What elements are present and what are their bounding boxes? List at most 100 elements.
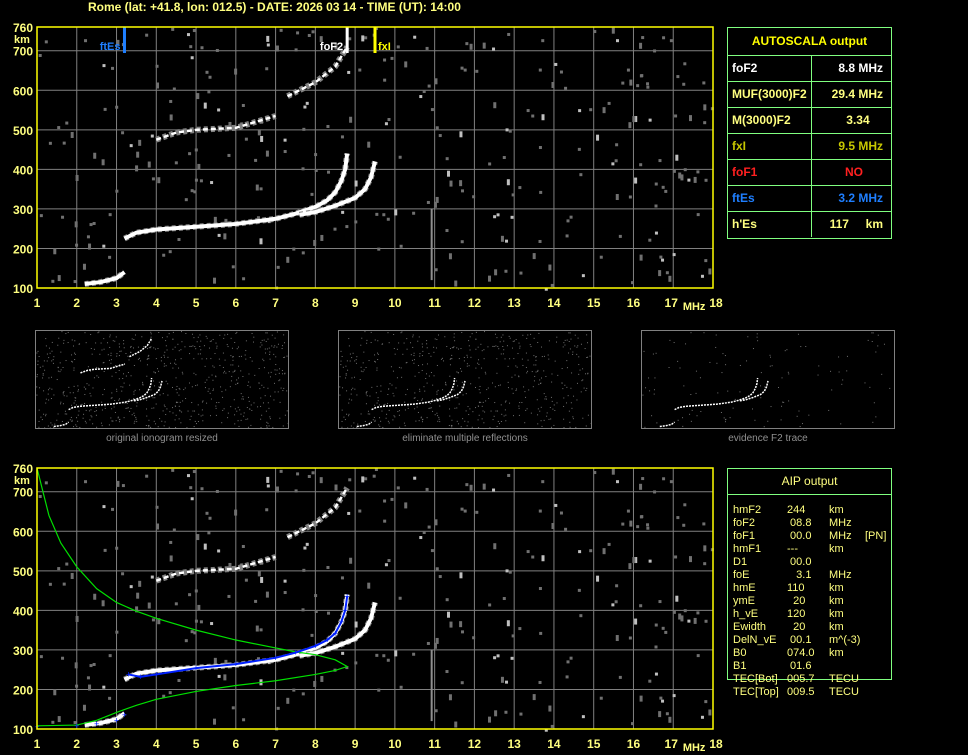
thumbnail-noise bbox=[518, 375, 520, 377]
noise-echo bbox=[75, 174, 79, 181]
noise-echo bbox=[70, 572, 74, 579]
thumbnail-noise bbox=[727, 390, 729, 392]
noise-echo bbox=[648, 679, 652, 683]
echo-trace-shadow bbox=[286, 45, 350, 99]
thumbnail-noise bbox=[757, 340, 759, 342]
thumbnail-noise bbox=[208, 388, 210, 390]
param-value: 8.8 MHz bbox=[838, 61, 883, 75]
thumbnail-noise bbox=[212, 365, 214, 367]
thumbnail-noise bbox=[204, 365, 206, 367]
thumbnail-noise bbox=[543, 393, 545, 395]
thumbnail-noise bbox=[245, 350, 247, 352]
thumbnail-noise bbox=[95, 410, 97, 412]
thumbnail-noise bbox=[502, 345, 504, 347]
thumbnail-noise bbox=[60, 369, 62, 371]
noise-echo bbox=[459, 572, 463, 579]
thumbnail-noise bbox=[437, 415, 439, 417]
thumbnail-noise bbox=[62, 403, 64, 405]
thumbnail-noise bbox=[269, 376, 271, 378]
thumbnail-noise bbox=[56, 379, 58, 381]
noise-echo bbox=[302, 127, 306, 131]
thumbnail-noise bbox=[479, 385, 481, 387]
thumbnail-noise bbox=[435, 347, 437, 349]
thumbnail-noise bbox=[356, 394, 358, 396]
thumbnail-noise bbox=[150, 389, 152, 391]
thumbnail-noise bbox=[340, 360, 342, 362]
thumbnail-noise bbox=[79, 426, 81, 428]
thumbnail-noise bbox=[513, 358, 515, 360]
noise-echo bbox=[639, 483, 643, 490]
noise-echo bbox=[446, 611, 450, 618]
thumbnail-noise bbox=[403, 342, 405, 344]
thumbnail-noise bbox=[166, 336, 168, 338]
noise-echo bbox=[208, 516, 212, 520]
thumbnail-noise bbox=[195, 348, 197, 350]
thumbnail-noise bbox=[175, 359, 177, 361]
thumbnail-noise bbox=[550, 426, 552, 428]
x-tick-label: 15 bbox=[587, 737, 601, 751]
noise-echo bbox=[435, 637, 439, 644]
thumbnail-noise bbox=[66, 395, 68, 397]
thumbnail-noise bbox=[127, 372, 129, 374]
thumbnail-noise bbox=[245, 358, 247, 360]
x-tick-label: 9 bbox=[352, 296, 359, 310]
thumbnail-noise bbox=[801, 423, 803, 425]
noise-echo bbox=[377, 688, 381, 692]
thumbnail-noise bbox=[341, 420, 343, 422]
thumbnail-noise bbox=[126, 403, 128, 405]
thumbnail-noise bbox=[467, 406, 469, 408]
thumbnail-noise bbox=[50, 422, 52, 424]
thumbnail-noise bbox=[436, 393, 438, 395]
thumbnail-noise bbox=[247, 385, 249, 387]
x-tick-label: 13 bbox=[507, 737, 521, 751]
noise-echo bbox=[636, 84, 640, 88]
thumbnail-noise bbox=[428, 407, 430, 409]
noise-echo bbox=[702, 81, 706, 85]
thumbnail-noise bbox=[261, 414, 263, 416]
thumbnail-noise bbox=[51, 424, 53, 426]
thumbnail-noise bbox=[396, 377, 398, 379]
thumbnail-noise bbox=[700, 411, 702, 413]
noise-echo bbox=[61, 656, 65, 660]
thumbnail-noise bbox=[38, 409, 40, 411]
thumbnail-noise bbox=[412, 336, 414, 338]
noise-echo bbox=[39, 655, 43, 659]
interference-streak bbox=[430, 208, 433, 281]
thumbnail-noise bbox=[232, 371, 234, 373]
thumbnail-noise bbox=[175, 377, 177, 379]
thumbnail-noise bbox=[215, 375, 217, 377]
thumbnail-noise bbox=[724, 355, 726, 357]
thumbnail-noise bbox=[230, 337, 232, 339]
thumbnail-noise bbox=[126, 407, 128, 409]
noise-echo bbox=[361, 35, 365, 42]
thumbnail-noise bbox=[781, 405, 783, 407]
thumbnail-noise bbox=[204, 387, 206, 389]
aip-row: ymE 20 km bbox=[733, 595, 895, 608]
noise-echo bbox=[255, 625, 259, 632]
thumbnail-noise bbox=[51, 360, 53, 362]
aip-value: 20 bbox=[787, 621, 806, 633]
thumbnail-noise bbox=[133, 391, 135, 393]
thumbnail-noise bbox=[85, 388, 87, 390]
thumbnail-noise bbox=[77, 420, 79, 422]
thumbnail-noise bbox=[172, 331, 174, 333]
thumbnail-noise bbox=[518, 405, 520, 407]
thumbnail-noise bbox=[682, 425, 684, 427]
thumbnail-noise bbox=[378, 404, 380, 406]
thumbnail-noise bbox=[398, 366, 400, 368]
thumbnail-noise bbox=[74, 359, 76, 361]
thumbnail-noise bbox=[530, 412, 532, 414]
thumbnail-noise bbox=[544, 398, 546, 400]
noise-echo bbox=[659, 255, 663, 259]
noise-echo bbox=[487, 716, 491, 723]
thumbnail-noise bbox=[120, 386, 122, 388]
thumbnail-noise bbox=[496, 337, 498, 339]
thumbnail-noise bbox=[442, 389, 444, 391]
thumbnail-noise bbox=[92, 387, 94, 389]
thumbnail-noise bbox=[393, 347, 395, 349]
thumbnail-noise bbox=[570, 402, 572, 404]
noise-echo bbox=[636, 525, 640, 529]
noise-echo bbox=[518, 186, 522, 190]
noise-echo bbox=[340, 576, 344, 580]
thumbnail-noise bbox=[458, 403, 460, 405]
